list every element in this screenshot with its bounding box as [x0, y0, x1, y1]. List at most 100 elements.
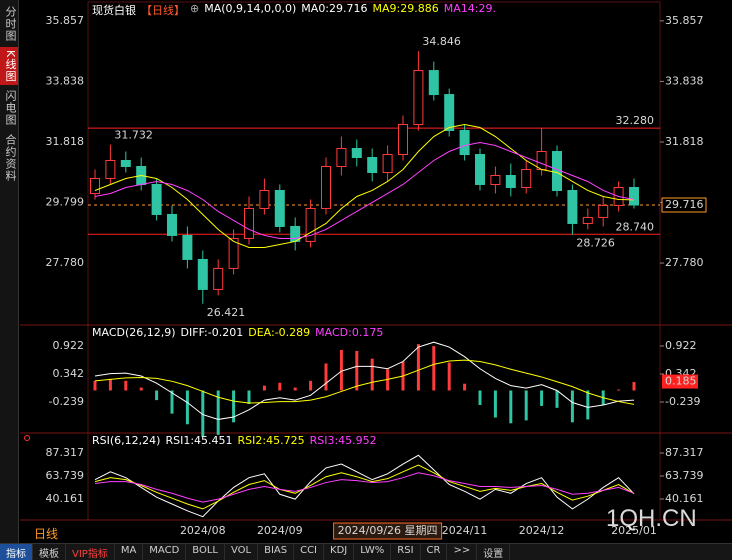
indicator-line: [94, 341, 635, 420]
toolbar-item[interactable]: VOL: [225, 544, 259, 560]
candle-body: [598, 204, 609, 218]
level-label: 32.280: [616, 114, 655, 127]
indicator-line: [94, 454, 635, 518]
level-label: 28.740: [616, 220, 655, 233]
header-item: RSI3:45.952: [309, 434, 377, 447]
candle-body: [151, 183, 162, 215]
y-tick-label: 27.780: [665, 256, 704, 269]
candle-body: [521, 168, 532, 188]
y-tick-label: 0.922: [53, 339, 85, 352]
watermark: 1QH.CN: [606, 505, 697, 532]
macd-current-box: [662, 374, 698, 389]
candle-body: [321, 165, 331, 209]
header-item: RSI2:45.725: [237, 434, 305, 447]
candle-body: [167, 213, 177, 236]
header-item: MA0:29.716: [301, 2, 368, 15]
toolbar-item[interactable]: CCI: [294, 544, 325, 560]
toolbar-item[interactable]: MACD: [143, 544, 187, 560]
toolbar-item[interactable]: MA: [115, 544, 144, 560]
candle-body: [197, 258, 208, 290]
candle-body: [120, 160, 131, 167]
candle-body: [228, 237, 239, 269]
y-tick-label: 40.161: [665, 492, 704, 505]
extreme-label: 28.726: [576, 237, 615, 250]
header-item: DIFF:-0.201: [180, 326, 244, 339]
indicator-line: [94, 464, 635, 510]
indicator-line: [94, 142, 635, 239]
sidebar: 分时图 K线图闪电图合约资料: [0, 0, 19, 543]
candle-body: [336, 148, 347, 167]
header-item: 现货白银: [92, 4, 136, 17]
extreme-label: 31.732: [114, 129, 152, 142]
rsi-header: RSI(6,12,24) RSI1:45.451 RSI2:45.725 RSI3:4…: [92, 434, 377, 447]
macd-header: MACD(26,12,9) DIFF:-0.201 DEA:-0.289 MACD:0…: [92, 326, 383, 339]
candle-body: [505, 174, 516, 188]
candle-body: [274, 189, 285, 227]
toolbar-item[interactable]: >>: [447, 544, 478, 560]
y-tick-label: 27.780: [46, 256, 85, 269]
candle-body: [351, 148, 362, 159]
toolbar-item[interactable]: 模板: [33, 544, 66, 560]
header-item: RSI(6,12,24): [92, 434, 161, 447]
header-item: MA14:29.: [443, 2, 496, 15]
period-label: 日线: [34, 527, 59, 541]
toolbar-item[interactable]: LW%: [354, 544, 392, 560]
candle-body: [382, 154, 393, 173]
candle-body: [490, 174, 501, 185]
y-tick-label: 31.818: [665, 135, 704, 148]
current-price-label: 29.716: [665, 198, 704, 211]
toolbar: 指标 模板 VIP指标 MA MACD BOLL VOL BIAS CCI KDJ LW% RSI CR…: [0, 543, 732, 560]
y-tick-label: 35.857: [46, 14, 85, 27]
sidebar-tab[interactable]: K线图: [0, 47, 18, 86]
toolbar-item[interactable]: 指标: [0, 544, 33, 560]
price-header: 现货白银 【日线】 ⊕ MA(0,9,14,0,0,0) MA0:29.716 MA9:2…: [92, 2, 496, 18]
extreme-label: 26.421: [207, 306, 246, 319]
toolbar-item[interactable]: CR: [421, 544, 448, 560]
candle-body: [475, 154, 485, 185]
candle-body: [459, 130, 470, 156]
candle-body: [398, 124, 408, 156]
y-tick-label: 63.739: [46, 469, 85, 482]
candle-body: [367, 157, 378, 173]
header-item: ⊕: [190, 2, 200, 15]
y-tick-label: -0.239: [665, 395, 700, 408]
toolbar-item[interactable]: KDJ: [324, 544, 355, 560]
toolbar-item[interactable]: RSI: [391, 544, 421, 560]
header-item: DEA:-0.289: [248, 326, 311, 339]
sidebar-tab[interactable]: 合约资料: [4, 134, 17, 183]
candle-body: [305, 207, 316, 242]
y-tick-label: -0.239: [49, 395, 84, 408]
candle-body: [259, 189, 270, 209]
extreme-label: 34.846: [422, 35, 461, 48]
indicator-line: [94, 359, 635, 405]
candle-body: [582, 216, 593, 224]
x-tick-label: 2024/11: [442, 524, 488, 537]
current-price-box: [661, 197, 707, 213]
toolbar-item[interactable]: BOLL: [186, 544, 225, 560]
x-tick-label: 2024/09: [257, 524, 303, 537]
sidebar-tab[interactable]: 闪电图: [4, 90, 17, 127]
y-tick-label: 87.317: [665, 446, 704, 459]
y-tick-label: 63.739: [665, 469, 704, 482]
toolbar-item[interactable]: BIAS: [258, 544, 295, 560]
y-tick-label: 35.857: [665, 14, 704, 27]
candle-body: [90, 177, 100, 194]
candle-body: [444, 94, 455, 132]
y-tick-label: 29.799: [46, 196, 85, 209]
sidebar-tab[interactable]: 分时图: [4, 6, 17, 42]
header-item: RSI1:45.451: [165, 434, 233, 447]
candle-body: [182, 234, 193, 260]
crosshair-date-box: [333, 522, 443, 540]
y-tick-label: 0.342: [53, 367, 85, 380]
y-tick-label: 31.818: [46, 135, 85, 148]
indicator-line: [94, 124, 635, 248]
candle-body: [413, 70, 424, 126]
y-tick-label: 40.161: [46, 492, 85, 505]
header-item: 【日线】: [141, 4, 185, 17]
toolbar-item[interactable]: 设置: [477, 544, 511, 560]
header-item: MA(0,9,14,0,0,0): [204, 2, 297, 15]
toolbar-item[interactable]: VIP指标: [66, 544, 115, 560]
macd-current-label: 0.185: [665, 375, 697, 388]
x-tick-label: 2024/12: [519, 524, 565, 537]
